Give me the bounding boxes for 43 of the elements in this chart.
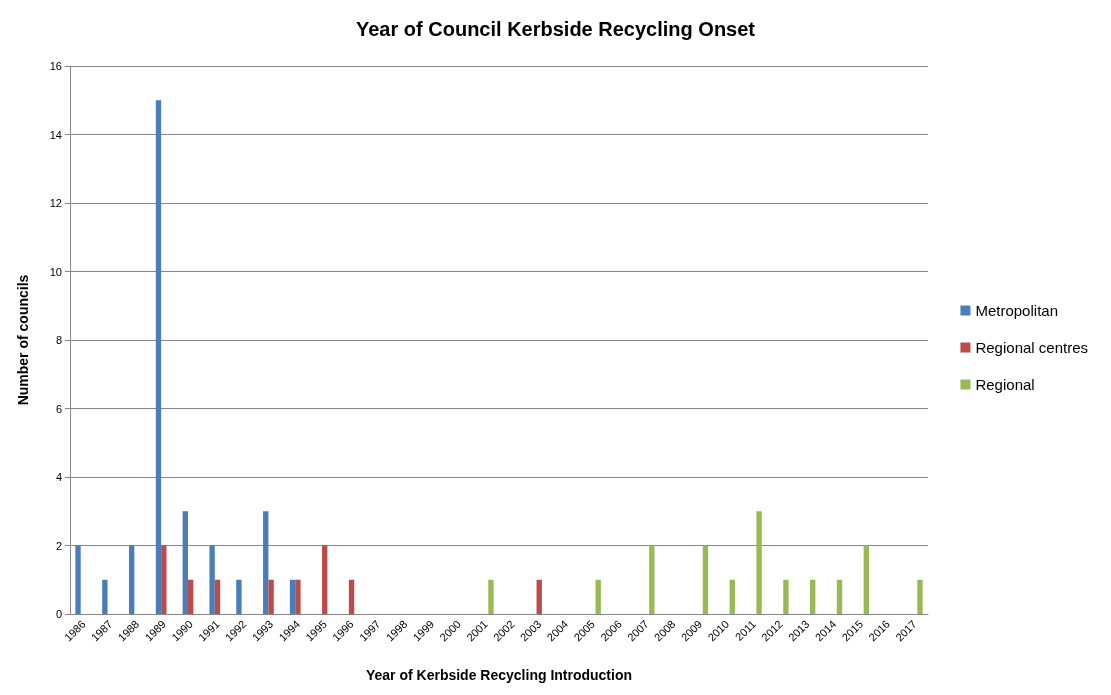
bar xyxy=(263,511,269,614)
bar xyxy=(702,545,709,614)
bar xyxy=(836,579,843,614)
bar xyxy=(536,579,542,614)
bar xyxy=(155,100,162,614)
bar xyxy=(595,579,601,614)
legend-label: Metropolitan xyxy=(975,302,1058,319)
y-tick-label: 2 xyxy=(55,539,62,552)
bar xyxy=(289,579,296,614)
y-tick-label: 10 xyxy=(49,265,62,278)
y-tick-label: 16 xyxy=(49,60,62,72)
legend-label: Regional centres xyxy=(975,339,1089,356)
bar xyxy=(268,579,274,614)
bar xyxy=(209,545,215,614)
bar xyxy=(214,579,221,614)
legend-label: Regional xyxy=(975,376,1035,393)
chart-title: Year of Council Kerbside Recycling Onset xyxy=(355,18,756,40)
bar xyxy=(488,579,494,614)
bar xyxy=(236,579,242,614)
bar xyxy=(75,545,81,614)
x-axis-title: Year of Kerbside Recycling Introduction xyxy=(365,667,633,683)
bar xyxy=(161,545,167,614)
y-tick-label: 14 xyxy=(49,128,62,141)
y-tick-label: 8 xyxy=(55,334,62,346)
bar xyxy=(295,579,301,614)
bar xyxy=(322,545,328,614)
y-tick-label: 12 xyxy=(49,197,62,209)
bar xyxy=(756,511,762,614)
y-tick-label: 0 xyxy=(55,608,62,620)
bar xyxy=(783,579,789,614)
bar xyxy=(649,545,655,614)
bar xyxy=(917,579,923,614)
bar xyxy=(102,579,108,614)
bar xyxy=(810,579,816,614)
y-tick-label: 6 xyxy=(55,402,62,415)
bar xyxy=(187,579,194,614)
y-axis-title: Number of councils xyxy=(15,274,31,406)
bar xyxy=(348,579,355,614)
bar xyxy=(729,579,735,614)
bar xyxy=(182,511,188,614)
y-tick-label: 4 xyxy=(55,471,62,483)
bar xyxy=(128,545,135,614)
bar xyxy=(863,545,870,614)
